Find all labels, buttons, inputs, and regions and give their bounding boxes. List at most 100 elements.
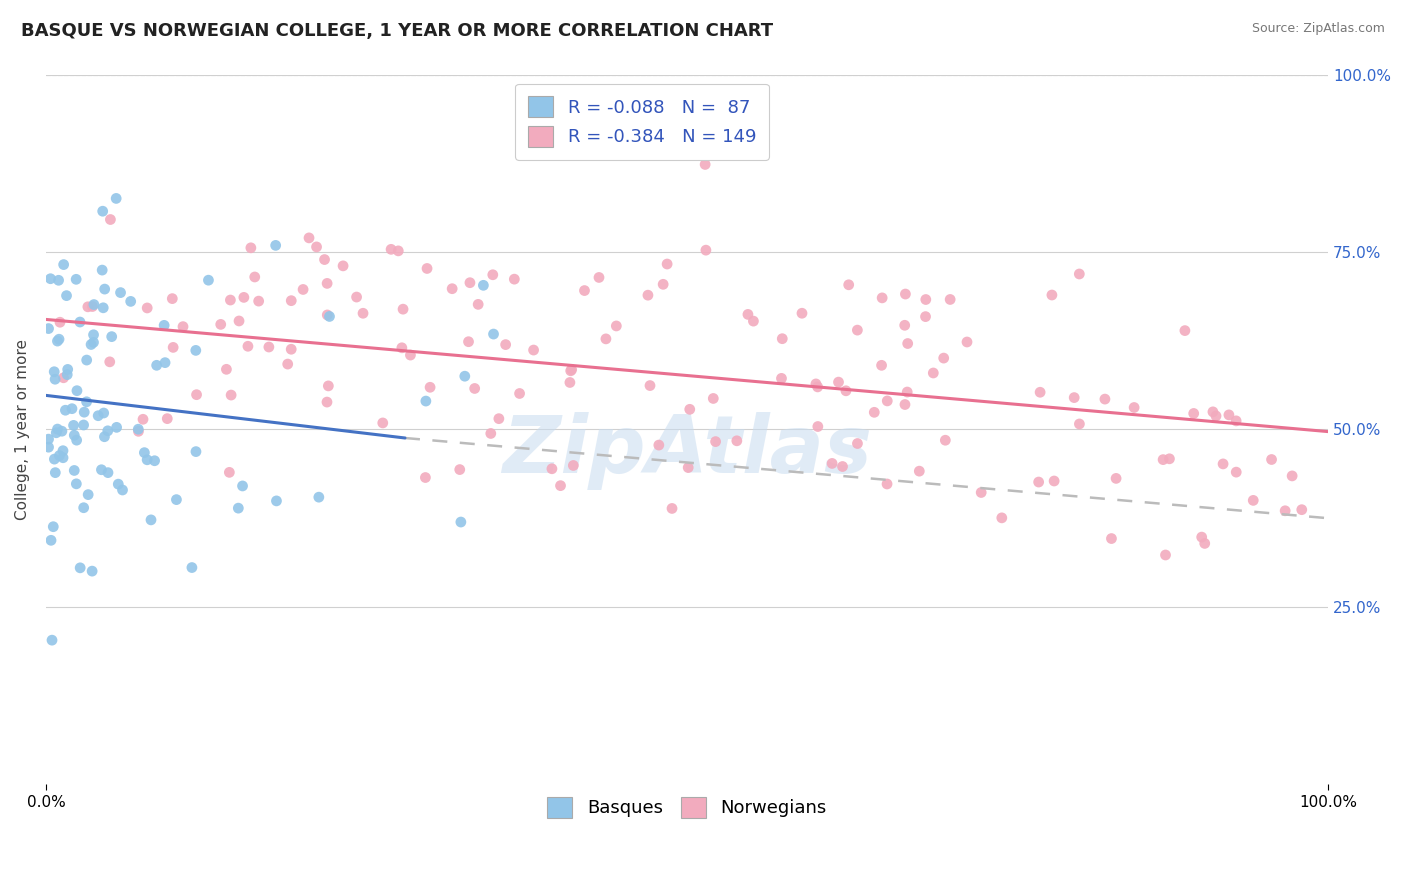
Point [264,238,287,252]
Point [893,318,915,333]
Point [523,343,546,357]
Text: ZipAtlas: ZipAtlas [502,412,872,490]
Point [472,278,495,293]
Point [846,436,869,450]
Point [65,476,87,491]
Point [65,272,87,286]
Point [280,343,302,357]
Point [280,293,302,308]
Point [558,376,581,390]
Point [62,418,84,433]
Point [695,157,717,171]
Point [770,371,793,385]
Point [184,343,207,358]
Point [790,306,813,320]
Point [156,411,179,425]
Point [870,291,893,305]
Point [69,315,91,329]
Point [458,276,481,290]
Point [560,364,582,378]
Point [387,244,409,258]
Point [807,419,830,434]
Point [46,334,69,348]
Point [209,318,232,332]
Point [1101,532,1123,546]
Point [1212,457,1234,471]
Point [352,306,374,320]
Point [835,384,858,398]
Point [914,310,936,324]
Point [83,297,105,311]
Point [450,515,472,529]
Point [215,362,238,376]
Text: BASQUE VS NORWEGIAN COLLEGE, 1 YEAR OR MORE CORRELATION CHART: BASQUE VS NORWEGIAN COLLEGE, 1 YEAR OR M… [21,22,773,40]
Point [679,402,702,417]
Point [48,332,70,346]
Point [896,384,918,399]
Point [247,294,270,309]
Point [481,268,503,282]
Point [63,428,86,442]
Point [1040,288,1063,302]
Point [110,285,132,300]
Point [870,359,893,373]
Point [804,376,827,391]
Point [243,270,266,285]
Point [298,231,321,245]
Point [77,488,100,502]
Point [153,318,176,333]
Point [93,282,115,296]
Point [914,293,936,307]
Point [1123,401,1146,415]
Point [38,321,60,335]
Point [991,511,1014,525]
Point [98,355,121,369]
Point [695,243,717,257]
Point [1069,267,1091,281]
Point [56,362,79,376]
Point [956,334,979,349]
Point [100,212,122,227]
Point [561,362,583,376]
Legend: Basques, Norwegians: Basques, Norwegians [540,789,834,825]
Point [145,359,167,373]
Point [232,290,254,304]
Point [97,424,120,438]
Point [39,533,62,548]
Point [55,403,77,417]
Point [318,310,340,324]
Point [76,300,98,314]
Point [232,479,254,493]
Point [897,336,920,351]
Point [318,379,340,393]
Point [1043,474,1066,488]
Point [821,457,844,471]
Point [1063,391,1085,405]
Point [83,327,105,342]
Point [42,519,65,533]
Point [595,332,617,346]
Point [316,308,339,322]
Point [605,318,627,333]
Point [1154,548,1177,562]
Point [932,351,955,365]
Point [392,302,415,317]
Point [69,561,91,575]
Point [91,204,114,219]
Point [1225,414,1247,428]
Point [827,375,849,389]
Point [704,434,727,449]
Point [93,406,115,420]
Point [48,273,70,287]
Point [49,315,72,329]
Point [562,458,585,473]
Point [52,450,75,465]
Point [219,293,242,307]
Point [652,277,675,292]
Point [939,293,962,307]
Point [45,425,67,440]
Point [725,434,748,448]
Point [63,463,86,477]
Point [91,263,114,277]
Point [346,290,368,304]
